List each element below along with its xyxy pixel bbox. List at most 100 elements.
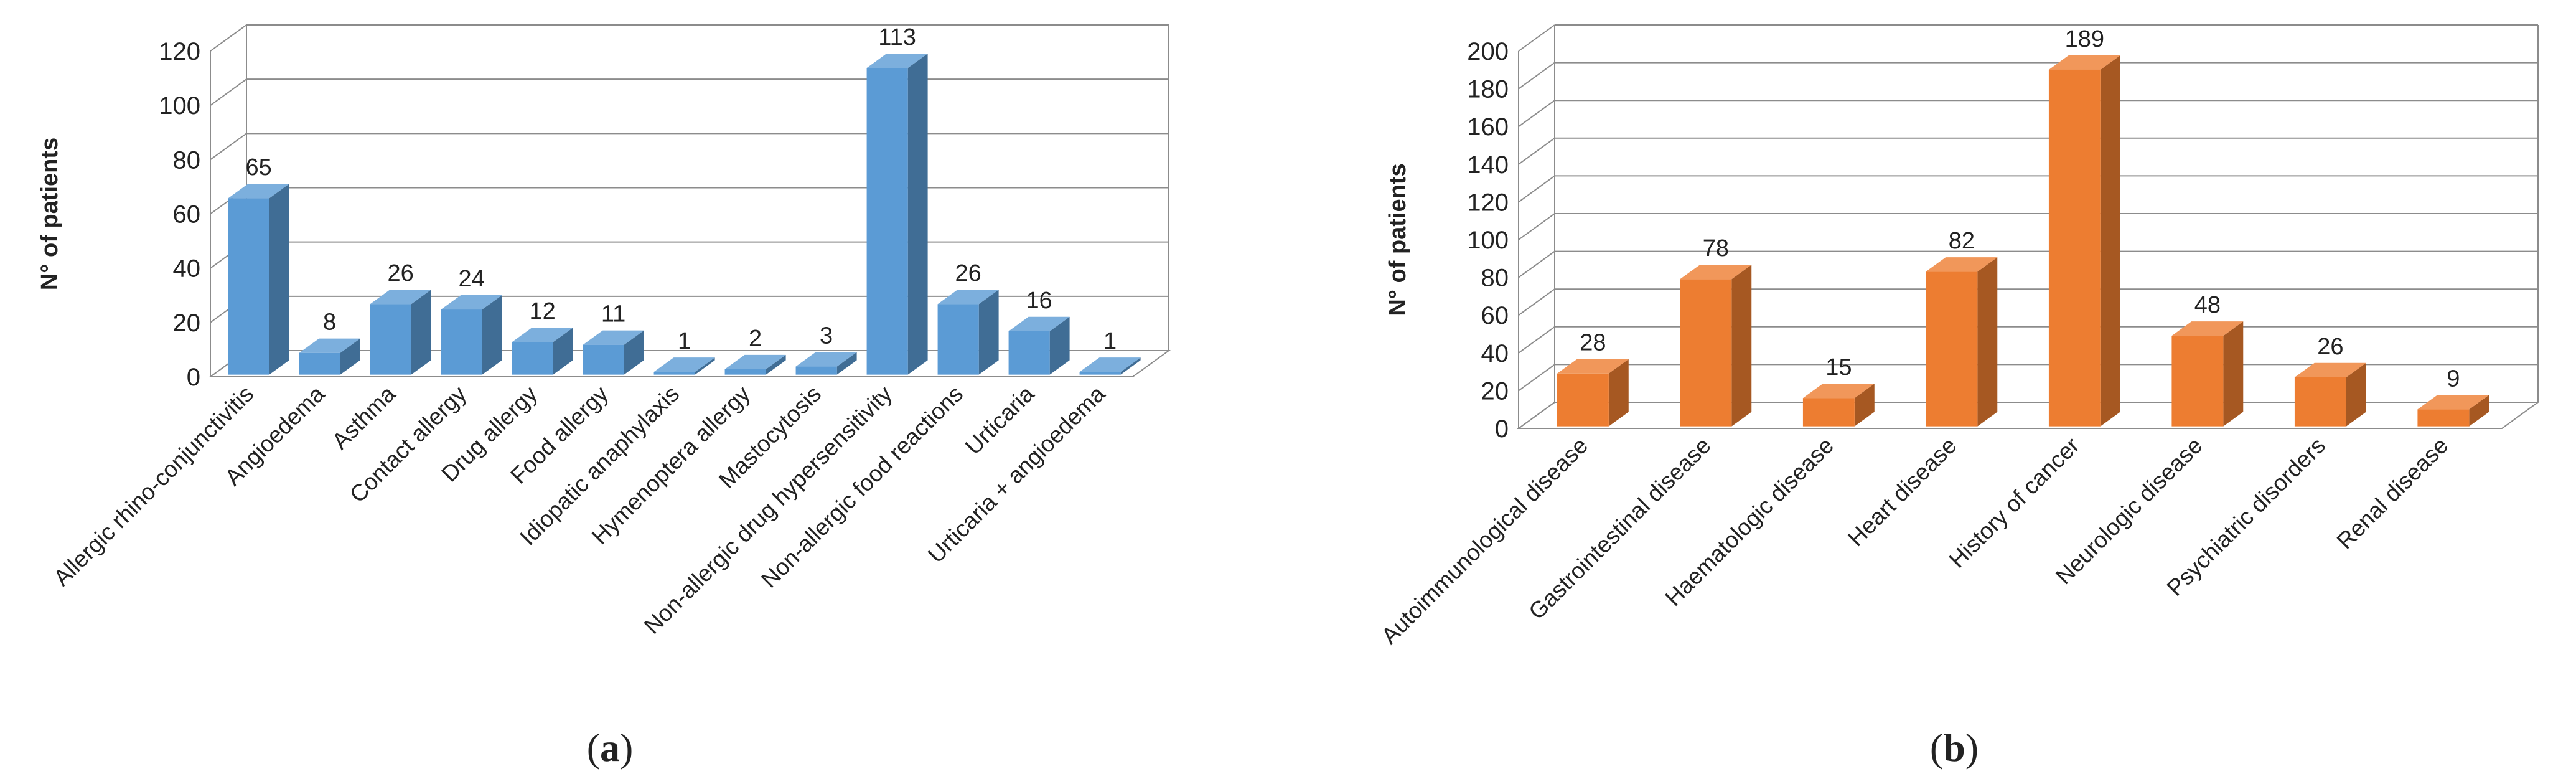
data-label: 48 — [2194, 292, 2221, 318]
panel-label: (b) — [1930, 725, 1979, 770]
bar-top — [937, 290, 999, 305]
panel-paren-close: ) — [1965, 725, 1979, 770]
bar-side — [766, 354, 786, 375]
bar — [2294, 362, 2366, 427]
chart-b: 0 20 40 60 80 100 120 140 160 180 200 N° of patient… — [1377, 24, 2541, 770]
bar-top — [2417, 395, 2489, 410]
bar-front — [1802, 398, 1855, 427]
bar-side — [624, 330, 644, 375]
data-label: 26 — [955, 260, 981, 286]
y-tick-label: 180 — [1467, 76, 1509, 103]
data-label: 1 — [1103, 328, 1117, 354]
bar — [1926, 257, 1998, 427]
bar-side — [2346, 362, 2366, 427]
bar-front — [1680, 279, 1732, 427]
bar — [2048, 55, 2120, 427]
bar — [583, 330, 644, 375]
bar-front — [299, 352, 340, 375]
category-label: Renal disease — [2332, 433, 2453, 554]
data-label: 15 — [1825, 354, 1852, 380]
gridline — [1518, 24, 1555, 52]
y-tick-label: 100 — [159, 92, 200, 120]
panel-paren-close: ) — [620, 725, 633, 770]
bar-front — [2048, 69, 2101, 427]
gridline — [1518, 326, 1555, 354]
bar-side — [1977, 257, 1998, 427]
y-axis-title: N° of patients — [37, 138, 63, 290]
bar — [1079, 357, 1141, 375]
bar — [866, 54, 928, 375]
bar-side — [269, 184, 289, 375]
category-label: Asthma — [327, 380, 401, 454]
y-tick-label: 120 — [1467, 189, 1509, 216]
bar-top — [228, 184, 289, 199]
bar-top — [299, 338, 360, 353]
bar-side — [907, 54, 928, 375]
bar-side — [340, 338, 360, 375]
y-tick-label: 60 — [173, 201, 201, 229]
bar — [2171, 321, 2244, 427]
y-tick-label: 60 — [1481, 302, 1509, 329]
data-label: 26 — [387, 260, 413, 286]
bar-front — [866, 68, 908, 375]
data-label: 82 — [1949, 228, 1975, 254]
bar — [228, 184, 289, 375]
gridline — [210, 78, 247, 106]
bar-front — [1079, 372, 1121, 375]
bar-top — [2294, 362, 2366, 377]
bar — [1802, 384, 1875, 427]
bar — [1557, 359, 1629, 427]
data-label: 78 — [1703, 235, 1729, 262]
gridline — [1518, 288, 1555, 316]
bar-side — [836, 352, 857, 375]
chart-a: 0 20 40 60 80 100 120 N° of patients 65 Allergic … — [37, 24, 1171, 770]
bar-side — [2469, 395, 2489, 427]
panel-paren-open: ( — [587, 725, 600, 770]
gridline — [1518, 213, 1555, 240]
bar-front — [2417, 409, 2470, 427]
bar-side — [1608, 359, 1629, 427]
gridline — [1518, 175, 1555, 203]
gridline — [1518, 250, 1555, 278]
bar — [441, 295, 502, 375]
bar — [299, 338, 360, 375]
y-tick-label: 200 — [1467, 38, 1509, 65]
bar-top — [512, 328, 573, 342]
bar-top — [795, 352, 857, 367]
y-tick-label: 20 — [173, 309, 201, 337]
bar-top — [866, 54, 928, 68]
bar-front — [512, 342, 553, 375]
bar — [1008, 316, 1070, 375]
gridline — [210, 133, 247, 161]
category-label: Autoimmunological disease — [1377, 433, 1593, 649]
y-tick-label: 80 — [173, 146, 201, 174]
panel-paren-open: ( — [1930, 725, 1943, 770]
data-label: 16 — [1026, 288, 1052, 314]
data-label: 2 — [749, 326, 762, 352]
category-label: Non-allergic drug hypersensitivity — [639, 380, 897, 639]
gridline — [1518, 100, 1555, 128]
bar-side — [1854, 384, 1875, 427]
data-label: 9 — [2447, 366, 2460, 392]
bar — [512, 328, 573, 375]
bar-front — [1926, 271, 1978, 427]
panel-letter: b — [1943, 725, 1965, 770]
bar — [2417, 395, 2489, 427]
bar — [937, 290, 999, 375]
data-label: 8 — [323, 309, 336, 336]
data-label: 65 — [245, 154, 271, 181]
bar-front — [937, 304, 979, 375]
bar — [1680, 265, 1752, 427]
y-tick-label: 80 — [1481, 265, 1509, 292]
y-tick-label: 0 — [1495, 415, 1509, 443]
bar-front — [370, 304, 411, 375]
y-tick-label: 160 — [1467, 113, 1509, 141]
bar-front — [1008, 331, 1050, 375]
y-tick-label: 40 — [1481, 340, 1509, 367]
bar-front — [653, 372, 695, 375]
y-tick-label: 120 — [159, 38, 200, 65]
category-label: Heart disease — [1843, 433, 1961, 551]
y-axis-title: N° of patients — [1385, 163, 1411, 316]
y-tick-label: 20 — [1481, 377, 1509, 405]
